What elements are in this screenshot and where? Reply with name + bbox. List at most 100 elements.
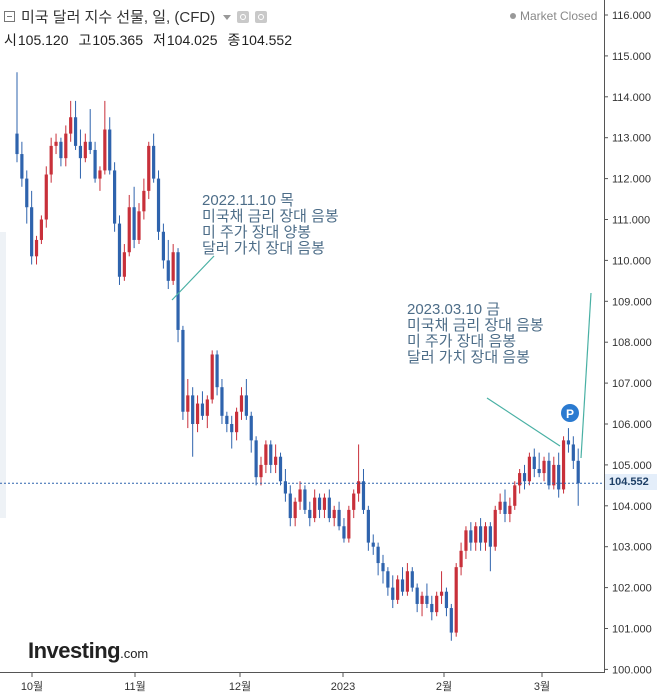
candle-body: [522, 473, 527, 482]
candle-body: [430, 603, 434, 613]
candle: [78, 129, 83, 179]
candle-body: [59, 141, 63, 159]
candle-body: [313, 497, 317, 519]
event-marker-icon: P: [561, 404, 579, 422]
candle-body: [205, 399, 209, 416]
candle: [205, 395, 209, 429]
trend-arrow: [580, 292, 592, 459]
candle-body: [88, 141, 92, 150]
logo-main-text: Investing: [28, 638, 121, 663]
candle: [513, 481, 517, 510]
candle-body: [371, 542, 375, 547]
candle-body: [547, 460, 551, 486]
candle: [288, 485, 292, 527]
candle: [15, 72, 19, 163]
candle-body: [78, 145, 83, 159]
candle-body: [503, 501, 507, 514]
candle-body: [220, 387, 224, 416]
candle-body: [269, 444, 273, 465]
y-tick-label: 114.000: [612, 92, 651, 104]
candle-body: [391, 587, 395, 600]
candle-body: [400, 579, 405, 592]
candle: [73, 100, 78, 150]
candle: [391, 575, 395, 609]
visibility-icon[interactable]: [237, 10, 250, 23]
candle-body: [518, 473, 522, 486]
candle: [191, 387, 195, 457]
collapse-icon[interactable]: [4, 11, 15, 22]
candle-body: [420, 595, 424, 604]
candle: [425, 583, 429, 609]
candle: [215, 350, 219, 396]
chevron-down-icon[interactable]: [223, 15, 232, 20]
candle-body: [464, 530, 468, 551]
candle: [166, 239, 170, 290]
candle: [181, 325, 185, 420]
candle-body: [200, 403, 205, 416]
candle: [259, 456, 263, 486]
candle: [435, 591, 439, 617]
candle-body: [30, 207, 34, 257]
candle-body: [493, 509, 497, 547]
left-scroll-edge[interactable]: [0, 232, 6, 518]
candle-body: [73, 117, 78, 146]
candle: [537, 452, 541, 478]
candle: [186, 379, 190, 429]
candle-body: [317, 497, 322, 510]
candle: [322, 493, 327, 519]
y-tick-label: 103.000: [612, 542, 652, 554]
candle: [498, 493, 502, 514]
candle-body: [425, 595, 429, 604]
candle-body: [303, 489, 307, 510]
annotation-2-arrow: [486, 397, 561, 447]
candle-body: [381, 563, 385, 572]
candle-body: [376, 546, 380, 564]
candle: [147, 141, 151, 200]
x-tick-label: 2월: [436, 680, 452, 693]
candle-body: [239, 395, 244, 412]
candle: [405, 563, 409, 596]
candle: [317, 493, 322, 519]
candle-body: [352, 493, 356, 510]
candle: [439, 571, 444, 604]
candle-body: [439, 591, 444, 596]
settings-icon[interactable]: [255, 10, 268, 23]
candle-body: [108, 129, 112, 171]
candle: [518, 468, 522, 494]
candle: [327, 489, 331, 523]
candle: [503, 489, 507, 523]
candle-body: [332, 509, 336, 519]
candle: [152, 133, 156, 183]
candle: [161, 223, 165, 269]
candle: [459, 542, 463, 576]
candle: [474, 522, 478, 551]
candle-body: [342, 526, 346, 539]
candle: [527, 452, 531, 486]
candle: [420, 591, 424, 617]
candle-body: [396, 579, 400, 600]
candle: [83, 133, 87, 163]
candle: [361, 468, 366, 514]
candle-body: [191, 395, 195, 424]
candle-body: [474, 526, 478, 543]
candle-body: [469, 530, 473, 543]
annotation-1-date: 2022.11.10 목: [202, 192, 294, 209]
candle-body: [230, 424, 234, 433]
candle: [293, 497, 297, 527]
annotation-2-line-1: 미국채 금리 장대 음봉: [407, 317, 544, 334]
candle: [488, 522, 492, 572]
candle: [127, 194, 131, 257]
candle: [278, 452, 283, 486]
y-tick-label: 101.000: [612, 624, 652, 636]
candle-body: [405, 571, 409, 592]
candle: [576, 448, 580, 506]
candle: [532, 448, 536, 478]
candle-body: [98, 170, 102, 179]
candle: [303, 485, 307, 514]
candle-body: [532, 456, 536, 469]
candle-body: [259, 464, 263, 478]
candle-body: [479, 526, 483, 543]
candle: [493, 505, 497, 551]
